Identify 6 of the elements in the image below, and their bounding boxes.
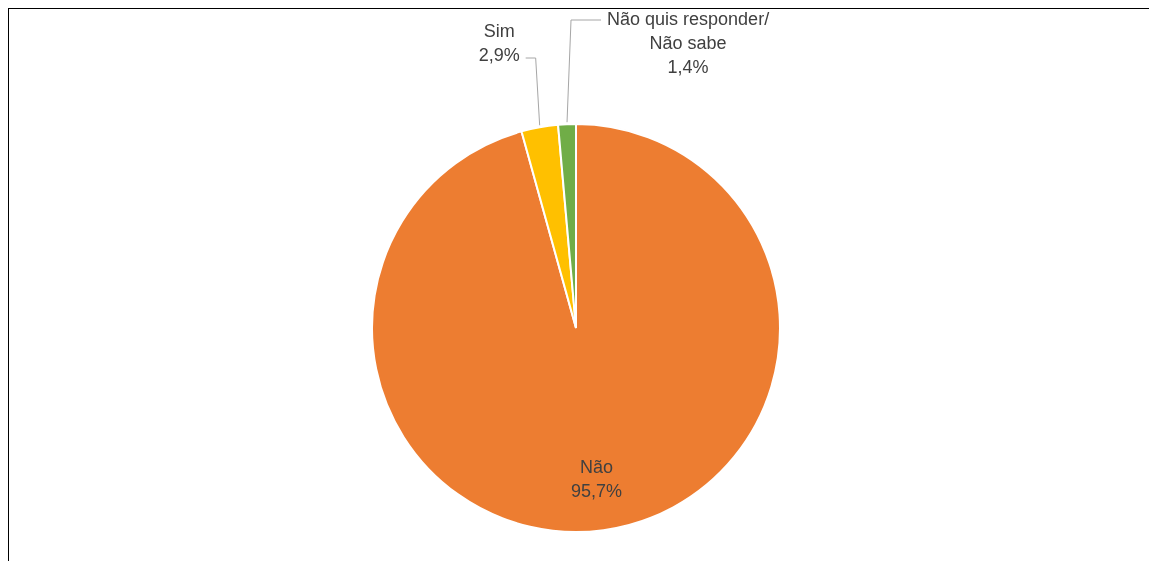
slice-label: Não quis responder/ Não sabe [607, 8, 770, 53]
slice-label: Não [580, 456, 614, 477]
data-label: 1,4% [667, 56, 709, 77]
slice-label: Sim [483, 20, 515, 41]
data-label: 2,9% [478, 44, 520, 65]
data-label: 95,7% [571, 480, 623, 501]
